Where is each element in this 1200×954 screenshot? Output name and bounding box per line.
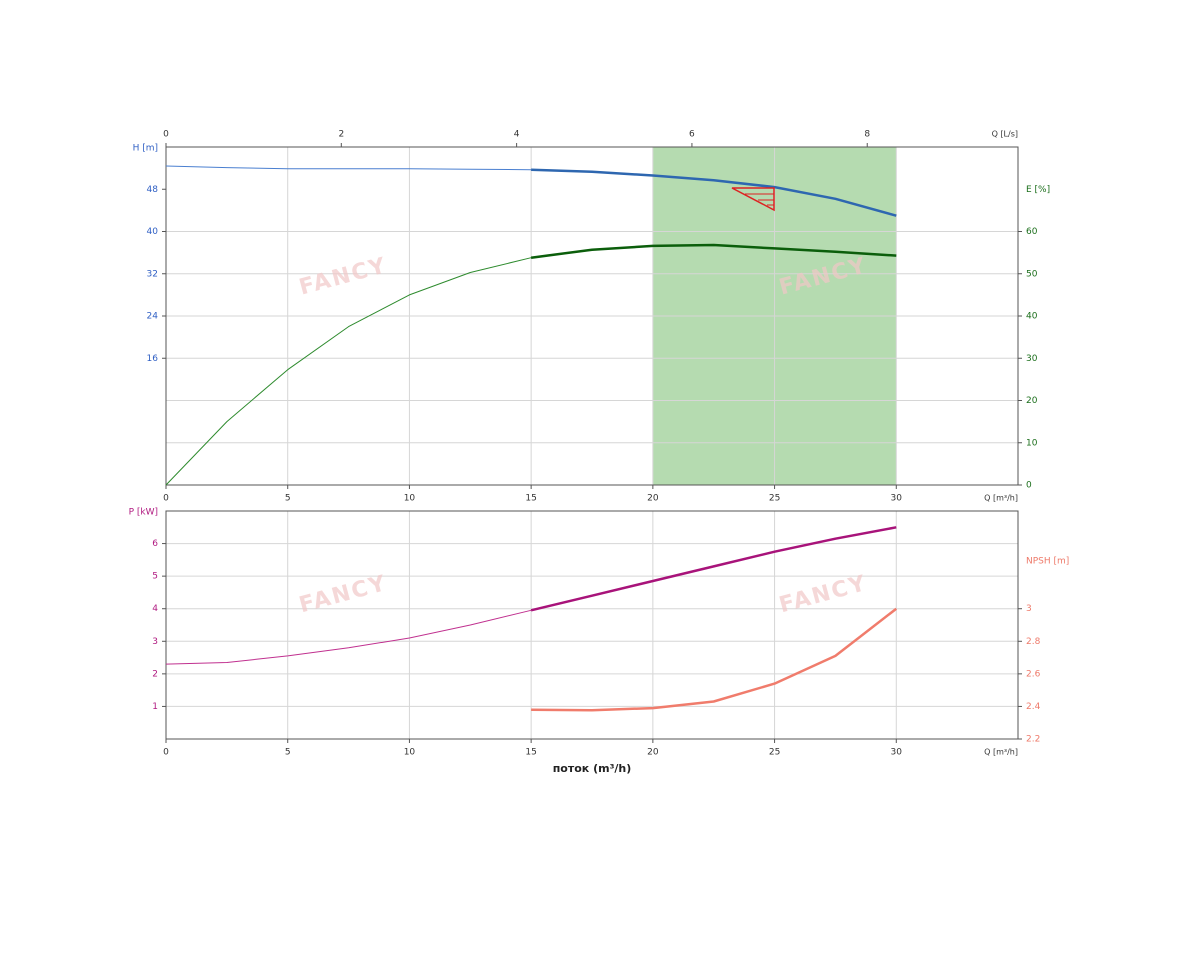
- x-unit-label: Q [m³/h]: [984, 748, 1018, 757]
- y-tick-label: 16: [147, 354, 159, 364]
- y-tick-label: 5: [152, 572, 158, 582]
- x-tick-label: 5: [285, 494, 291, 504]
- y-axis-label: H [m]: [133, 144, 158, 154]
- x2-tick-label: 6: [689, 130, 695, 140]
- x-tick-label: 15: [525, 494, 536, 504]
- y-tick-label: 48: [147, 185, 159, 195]
- y2-tick-label: 60: [1026, 227, 1038, 237]
- y2-tick-label: 2.2: [1026, 735, 1040, 745]
- curve: [530, 243, 897, 259]
- x-axis-title: поток (m³/h): [553, 762, 632, 775]
- x-tick-label: 10: [404, 748, 416, 758]
- x-tick-label: 20: [647, 748, 659, 758]
- y2-tick-label: 3: [1026, 604, 1032, 614]
- x-tick-label: 30: [891, 748, 903, 758]
- y2-tick-label: 30: [1026, 354, 1038, 364]
- curve: [530, 526, 897, 612]
- plot-frame: [165, 510, 1019, 740]
- x-tick-label: 0: [163, 748, 169, 758]
- y-tick-label: 32: [147, 269, 158, 279]
- y-tick-label: 6: [152, 539, 158, 549]
- y2-tick-label: 40: [1026, 312, 1038, 322]
- x-tick-label: 5: [285, 748, 291, 758]
- x2-axis-label: Q [L/s]: [992, 130, 1018, 139]
- x-tick-label: 10: [404, 494, 416, 504]
- x-tick-label: 20: [647, 494, 659, 504]
- y2-tick-label: 2.4: [1026, 702, 1041, 712]
- y2-tick-label: 10: [1026, 438, 1038, 448]
- x2-tick-label: 2: [338, 130, 344, 140]
- y-tick-label: 3: [152, 637, 158, 647]
- duty-point-marker: [731, 187, 775, 212]
- x-tick-label: 0: [163, 494, 169, 504]
- y-tick-label: 2: [152, 669, 158, 679]
- curve: [165, 165, 532, 171]
- x-tick-label: 30: [891, 494, 903, 504]
- y2-tick-label: 2.8: [1026, 637, 1041, 647]
- curve: [165, 257, 532, 486]
- y2-tick-label: 2.6: [1026, 669, 1041, 679]
- y2-axis-label: E [%]: [1026, 185, 1050, 195]
- x2-tick-label: 0: [163, 130, 169, 140]
- x2-tick-label: 8: [864, 130, 870, 140]
- y-axis-label: P [kW]: [129, 508, 158, 518]
- curve: [531, 168, 897, 217]
- x-tick-label: 15: [525, 748, 536, 758]
- x-unit-label: Q [m³/h]: [984, 494, 1018, 503]
- x2-tick-label: 4: [514, 130, 520, 140]
- curve: [531, 607, 898, 712]
- y-tick-label: 24: [147, 312, 159, 322]
- y-tick-label: 1: [152, 702, 158, 712]
- y2-tick-label: 20: [1026, 396, 1038, 406]
- curve: [165, 609, 532, 665]
- y2-tick-label: 50: [1026, 269, 1038, 279]
- y2-axis-label: NPSH [m]: [1026, 557, 1069, 567]
- y-tick-label: 40: [147, 227, 159, 237]
- x-tick-label: 25: [769, 494, 780, 504]
- y-tick-label: 4: [152, 604, 158, 614]
- x-tick-label: 25: [769, 748, 780, 758]
- y2-tick-label: 0: [1026, 481, 1032, 491]
